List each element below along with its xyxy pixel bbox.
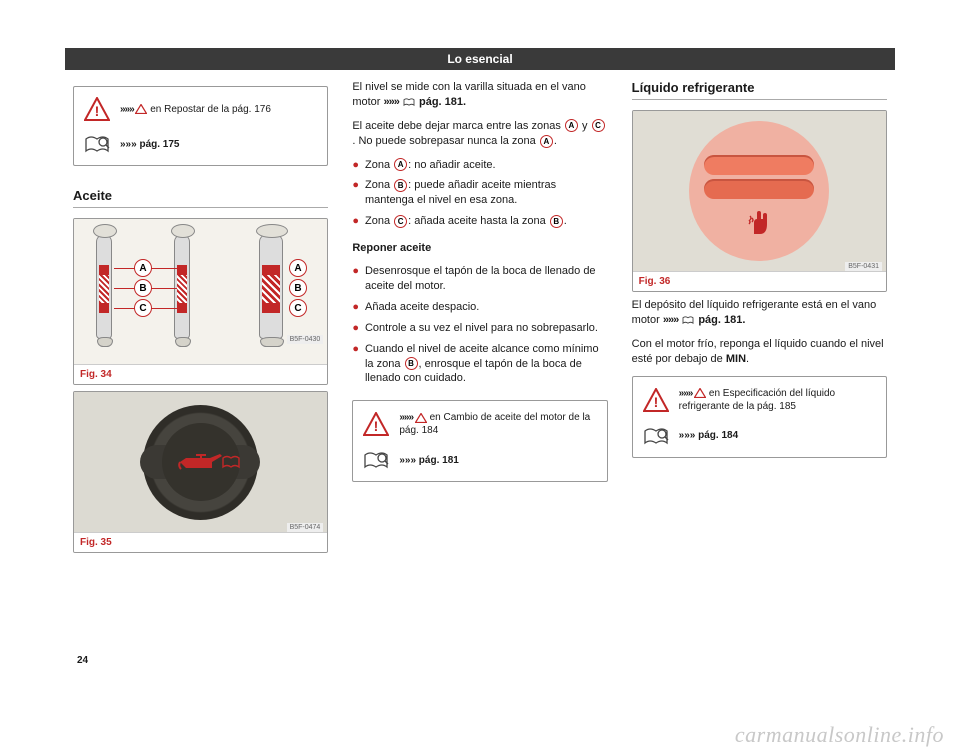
bullet: ●Zona C: añada aceite hasta la zona B. bbox=[352, 214, 607, 229]
svg-text:!: ! bbox=[374, 418, 379, 434]
book-icon bbox=[84, 133, 110, 155]
zone-label-a: A bbox=[134, 259, 152, 277]
svg-text:!: ! bbox=[95, 103, 100, 119]
fig-code: B5F-0431 bbox=[845, 262, 882, 271]
fig-caption: Fig. 34 bbox=[74, 364, 327, 384]
svg-text:!: ! bbox=[653, 394, 658, 410]
col-3: Líquido refrigerante B5F-0431 bbox=[632, 80, 887, 559]
warning-icon: ! bbox=[84, 97, 110, 121]
col-1: ! »»» en Repostar de la pág. 176 »»» pág… bbox=[73, 80, 328, 559]
watermark: carmanualsonline.info bbox=[735, 722, 944, 748]
bullet: ●Añada aceite despacio. bbox=[352, 300, 607, 315]
zone-label-c2: C bbox=[289, 299, 307, 317]
book-icon bbox=[643, 425, 669, 447]
hot-surface-icon bbox=[747, 210, 773, 239]
figure-36: B5F-0431 Fig. 36 bbox=[632, 110, 887, 292]
note-text: »»» en Cambio de aceite del motor de la … bbox=[399, 411, 596, 437]
note-text: »»» en Especificación del líquido refrig… bbox=[679, 387, 876, 413]
para: El nivel se mide con la varilla situada … bbox=[352, 80, 607, 111]
section-coolant: Líquido refrigerante bbox=[632, 80, 887, 100]
bullet: ●Zona A: no añadir aceite. bbox=[352, 158, 607, 173]
bullet: ●Cuando el nivel de aceite alcance como … bbox=[352, 342, 607, 387]
fig-caption: Fig. 36 bbox=[633, 271, 886, 291]
zone-label-c: C bbox=[134, 299, 152, 317]
para: Con el motor frío, reponga el líquido cu… bbox=[632, 337, 887, 368]
para: El depósito del líquido refrigerante est… bbox=[632, 298, 887, 329]
bullet: ●Zona B: puede añadir aceite mientras ma… bbox=[352, 178, 607, 208]
note-box-coolant: ! »»» en Especificación del líquido refr… bbox=[632, 376, 887, 458]
col-2: El nivel se mide con la varilla situada … bbox=[352, 80, 607, 559]
note-text: »»» pág. 181 bbox=[399, 454, 596, 467]
para: El aceite debe dejar marca entre las zon… bbox=[352, 119, 607, 150]
fig-code: B5F-0430 bbox=[287, 335, 324, 344]
zone-label-a2: A bbox=[289, 259, 307, 277]
section-oil: Aceite bbox=[73, 188, 328, 208]
manual-page: Lo esencial ! »»» en Repostar de la pág.… bbox=[65, 48, 895, 648]
warning-icon: ! bbox=[643, 388, 669, 412]
bullet: ●Desenrosque el tapón de la boca de llen… bbox=[352, 264, 607, 294]
zone-label-b: B bbox=[134, 279, 152, 297]
figure-35: B5F-0474 Fig. 35 bbox=[73, 391, 328, 553]
zone-label-b2: B bbox=[289, 279, 307, 297]
note-box-fuel: ! »»» en Repostar de la pág. 176 »»» pág… bbox=[73, 86, 328, 166]
fig-caption: Fig. 35 bbox=[74, 532, 327, 552]
bullet: ●Controle a su vez el nivel para no sobr… bbox=[352, 321, 607, 336]
fig-code: B5F-0474 bbox=[287, 523, 324, 532]
figure-34: A B C A B C B5F-0430 Fig. 34 bbox=[73, 218, 328, 385]
warning-icon: ! bbox=[363, 412, 389, 436]
note-text: »»» pág. 175 bbox=[120, 138, 317, 151]
columns: ! »»» en Repostar de la pág. 176 »»» pág… bbox=[65, 70, 895, 559]
page-header: Lo esencial bbox=[65, 48, 895, 70]
note-text: »»» en Repostar de la pág. 176 bbox=[120, 103, 317, 116]
book-icon bbox=[363, 449, 389, 471]
subheading: Reponer aceite bbox=[352, 241, 607, 256]
note-text: »»» pág. 184 bbox=[679, 429, 876, 442]
note-box-oil: ! »»» en Cambio de aceite del motor de l… bbox=[352, 400, 607, 482]
page-number: 24 bbox=[77, 655, 88, 666]
